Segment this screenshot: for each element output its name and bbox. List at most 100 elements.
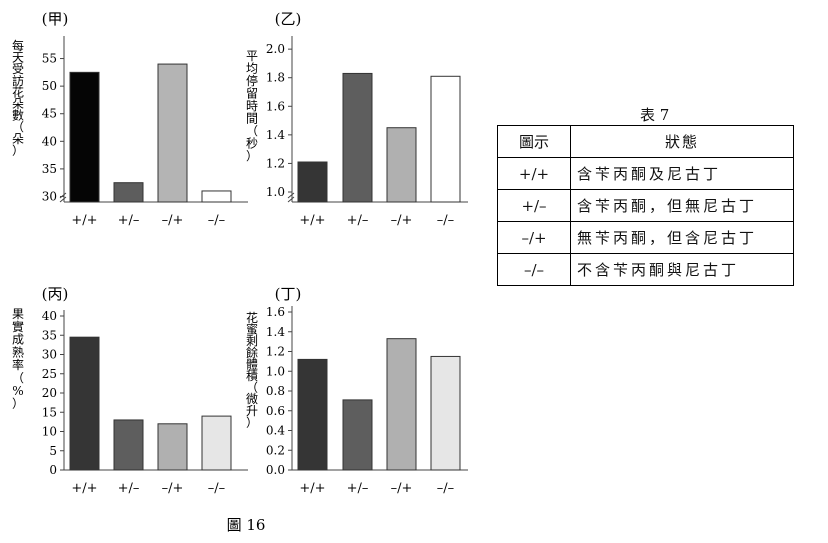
y-axis-label-char: ） xyxy=(12,143,24,157)
row-state: 不含苄丙酮與尼古丁 xyxy=(570,253,794,286)
y-axis-label-char: 平 xyxy=(246,49,258,63)
y-axis-label-char: 花 xyxy=(246,310,258,325)
table-row: –/+ 無苄丙酮，但含尼古丁 xyxy=(497,221,794,254)
y-tick-label: 40 xyxy=(42,134,57,148)
y-axis-label-char: （ xyxy=(12,371,24,385)
y-axis-label-char: 間 xyxy=(246,112,258,126)
y-tick-label: 45 xyxy=(42,107,57,121)
y-tick-label: 0.4 xyxy=(266,424,285,438)
y-tick-label: 1.2 xyxy=(266,345,285,359)
row-legend: –/+ xyxy=(497,221,571,254)
bar xyxy=(430,75,461,203)
row-legend: +/– xyxy=(497,189,571,222)
y-axis-label-char: ） xyxy=(246,149,258,163)
bar xyxy=(297,358,328,471)
y-tick-label: 1.6 xyxy=(266,305,285,319)
y-axis-label-char: 實 xyxy=(12,319,24,334)
x-tick-label: +/+ xyxy=(71,213,97,228)
y-axis-label-char: ） xyxy=(12,397,24,411)
bar xyxy=(201,190,232,203)
y-axis-label-char: （ xyxy=(246,124,258,138)
y-tick-label: 10 xyxy=(42,425,57,439)
y-axis-label-char: 率 xyxy=(12,357,24,372)
x-tick-label: –/– xyxy=(437,481,454,496)
table-row: +/– 含苄丙酮，但無尼古丁 xyxy=(497,189,794,222)
y-axis-label-char: 每 xyxy=(12,38,24,53)
bar xyxy=(297,161,328,203)
y-axis-label-char: 朵 xyxy=(12,97,24,111)
y-axis-label-char: 均 xyxy=(246,62,258,76)
bar xyxy=(386,338,417,471)
y-tick-label: 55 xyxy=(42,52,57,66)
y-axis-label-char: 花 xyxy=(12,84,24,99)
panel-title: (丙) xyxy=(42,285,69,303)
bar xyxy=(157,63,188,203)
y-tick-label: 40 xyxy=(42,309,57,323)
y-tick-label: 35 xyxy=(42,328,57,342)
row-state: 含苄丙酮，但無尼古丁 xyxy=(570,189,794,222)
x-tick-label: –/+ xyxy=(162,213,184,228)
state-table: 圖示 狀態 +/+ 含苄丙酮及尼古丁 +/– 含苄丙酮，但無尼古丁 –/+ 無苄… xyxy=(497,125,794,286)
row-legend: +/+ xyxy=(497,157,571,190)
bar xyxy=(113,182,144,203)
y-axis-label-char: （ xyxy=(12,120,24,134)
y-axis-label-char: 體 xyxy=(246,357,258,371)
y-tick-label: 30 xyxy=(42,189,57,203)
y-tick-label: 0.2 xyxy=(266,443,285,457)
y-tick-label: 1.0 xyxy=(266,185,285,199)
y-tick-label: 30 xyxy=(42,348,57,362)
header-legend: 圖示 xyxy=(497,125,571,158)
figure-caption: 圖 16 xyxy=(227,516,266,534)
y-axis-label-char: % xyxy=(12,384,23,398)
y-tick-label: 1.6 xyxy=(266,99,285,113)
x-tick-label: –/+ xyxy=(391,481,413,496)
bar xyxy=(201,415,232,471)
x-tick-label: +/+ xyxy=(299,481,325,496)
y-axis-label-char: 訪 xyxy=(12,73,24,88)
header-state: 狀態 xyxy=(570,125,794,158)
y-tick-label: 25 xyxy=(42,367,57,381)
table-row: +/+ 含苄丙酮及尼古丁 xyxy=(497,157,794,190)
y-axis-label-char: 受 xyxy=(12,62,24,76)
bar xyxy=(386,127,417,203)
y-axis-label-char: 朵 xyxy=(12,132,24,146)
y-axis-label-char: ） xyxy=(246,415,258,429)
y-tick-label: 20 xyxy=(42,386,57,400)
y-axis-label-char: 蜜 xyxy=(246,322,258,337)
panel-title: (丁) xyxy=(275,285,302,303)
y-axis-label-char: 時 xyxy=(246,99,258,113)
chart-panel: (丁) 0.0 0.2 0.4 0.6 0.8 1.0 1.2 1.4 1.6 花蜜剩餘體積（微升）… xyxy=(246,285,468,496)
table-header-row: 圖示 狀態 xyxy=(497,125,794,158)
bar xyxy=(69,71,100,203)
y-axis-label-char: 秒 xyxy=(246,137,258,151)
y-tick-label: 0.0 xyxy=(266,463,285,477)
x-tick-label: –/+ xyxy=(162,481,184,496)
x-tick-label: +/– xyxy=(347,213,369,228)
y-tick-label: 1.8 xyxy=(266,71,285,85)
panel-title: (乙) xyxy=(275,10,302,28)
y-axis-label-char: 停 xyxy=(246,73,258,88)
y-tick-label: 5 xyxy=(49,444,57,458)
bar xyxy=(113,419,144,471)
y-tick-label: 1.0 xyxy=(266,364,285,378)
x-tick-label: +/– xyxy=(347,481,369,496)
x-tick-label: +/+ xyxy=(299,213,325,228)
y-tick-label: 0.6 xyxy=(266,404,285,418)
y-tick-label: 0 xyxy=(49,463,57,477)
y-tick-label: 35 xyxy=(42,162,57,176)
x-tick-label: –/– xyxy=(208,481,225,496)
y-axis-label-char: 升 xyxy=(246,404,258,418)
y-axis-label-char: 果 xyxy=(12,307,24,321)
bar xyxy=(342,399,373,471)
y-tick-label: 15 xyxy=(42,405,57,419)
table-row: –/– 不含苄丙酮與尼古丁 xyxy=(497,253,794,286)
y-axis-label-char: （ xyxy=(246,381,258,395)
y-axis-label-char: 成 xyxy=(12,333,24,347)
row-state: 含苄丙酮及尼古丁 xyxy=(570,157,794,190)
panel-title: (甲) xyxy=(42,10,69,28)
axis-break-mark xyxy=(59,192,67,203)
